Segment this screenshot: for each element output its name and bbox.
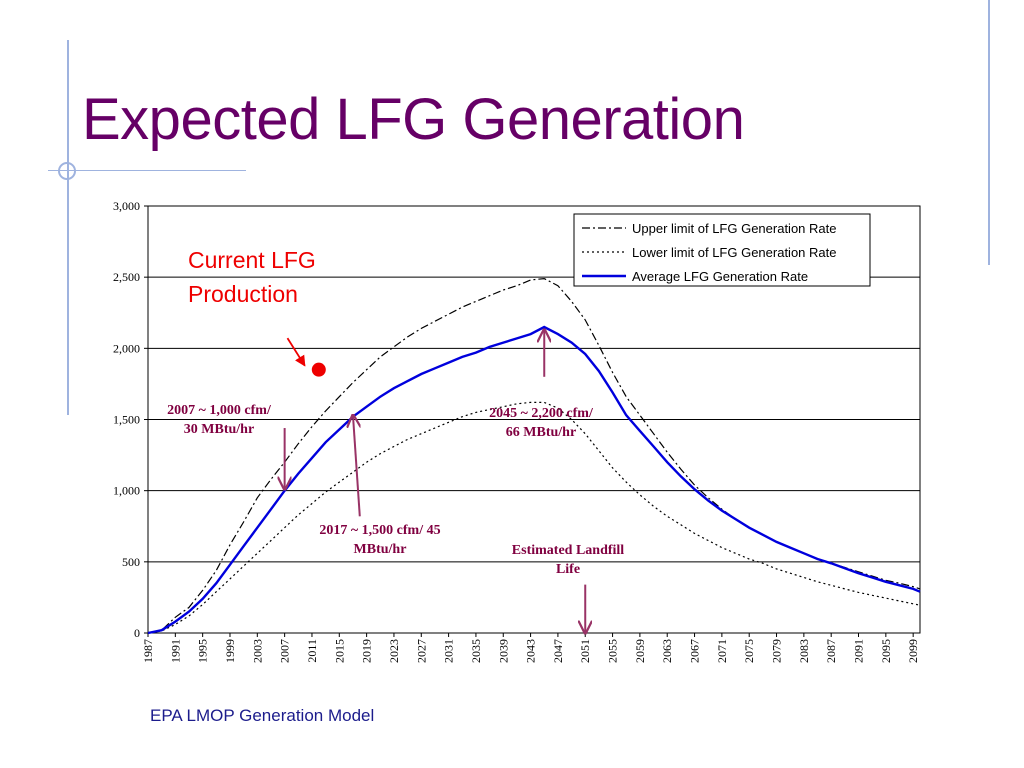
annotation-landfill-life: Life [556, 562, 580, 577]
x-tick-label: 1987 [141, 639, 155, 663]
x-tick-label: 2031 [442, 639, 456, 663]
x-tick-label: 2063 [660, 639, 674, 663]
crosshair-ornament [58, 162, 76, 180]
x-tick-label: 2099 [906, 639, 920, 663]
x-tick-label: 2047 [551, 639, 565, 663]
y-tick-label: 500 [122, 555, 140, 569]
annotation-landfill-life: Estimated Landfill [512, 543, 625, 558]
x-tick-label: 2023 [387, 639, 401, 663]
y-tick-label: 1,500 [113, 413, 140, 427]
x-tick-label: 2015 [332, 639, 346, 663]
x-tick-label: 2091 [852, 639, 866, 663]
annotation-2007: 30 MBtu/hr [184, 422, 254, 437]
legend-box [573, 213, 871, 287]
x-tick-label: 2095 [879, 639, 893, 663]
y-tick-label: 2,000 [113, 341, 140, 355]
lfg-chart: 0 500 1,000 1,500 2,000 2,500 3,000 1987 1991 199… [113, 199, 921, 663]
x-tick-label: 2083 [797, 639, 811, 663]
x-tick-label: 2075 [742, 639, 756, 663]
x-tick-label: 1991 [168, 639, 182, 663]
legend-entry: Average LFG Generation Rate [632, 269, 808, 284]
title-underline [48, 170, 246, 171]
slide-title: Expected LFG Generation [82, 87, 745, 152]
arrow-2017 [353, 415, 360, 517]
y-tick-label: 1,000 [113, 484, 140, 498]
x-tick-label: 2087 [824, 639, 838, 663]
left-vertical-rule [67, 40, 69, 415]
x-tick-label: 2007 [278, 639, 292, 663]
y-tick-label: 2,500 [113, 270, 140, 284]
current-lfg-arrow [286, 337, 306, 367]
current-lfg-label: Production [188, 281, 298, 307]
y-tick-label: 3,000 [113, 199, 140, 213]
x-tick-label: 2051 [578, 639, 592, 663]
x-tick-label: 2019 [360, 639, 374, 663]
x-tick-label: 2067 [688, 639, 702, 663]
x-tick-label: 2059 [633, 639, 647, 663]
legend-entry: Upper limit of LFG Generation Rate [632, 221, 836, 236]
x-tick-label: 2043 [524, 639, 538, 663]
x-tick-label: 2079 [770, 639, 784, 663]
annotation-2007: 2007 ~ 1,000 cfm/ [167, 403, 272, 418]
legend-entry: Lower limit of LFG Generation Rate [632, 245, 836, 260]
current-lfg-label: Current LFG [188, 247, 316, 273]
annotation-2017: MBtu/hr [354, 542, 407, 557]
x-tick-label: 2039 [496, 639, 510, 663]
annotation-2045: 66 MBtu/hr [506, 425, 576, 440]
x-tick-label: 2055 [606, 639, 620, 663]
x-tick-label: 2035 [469, 639, 483, 663]
x-tick-label: 1995 [196, 639, 210, 663]
source-caption: EPA LMOP Generation Model [150, 706, 375, 725]
y-tick-label: 0 [134, 626, 140, 640]
series-line-1 [147, 401, 921, 634]
x-tick-label: 1999 [223, 639, 237, 663]
x-tick-label: 2011 [305, 639, 319, 663]
right-vertical-rule [988, 0, 990, 265]
x-tick-label: 2071 [715, 639, 729, 663]
x-tick-label: 2027 [414, 639, 428, 663]
annotation-2045: 2045 ~ 2,200 cfm/ [489, 406, 594, 421]
chart-frame: 0 500 1,000 1,500 2,000 2,500 3,000 1987 1991 199… [96, 190, 934, 685]
current-lfg-marker [311, 362, 326, 377]
annotation-2017: 2017 ~ 1,500 cfm/ 45 [319, 523, 440, 538]
x-tick-label: 2003 [250, 639, 264, 663]
